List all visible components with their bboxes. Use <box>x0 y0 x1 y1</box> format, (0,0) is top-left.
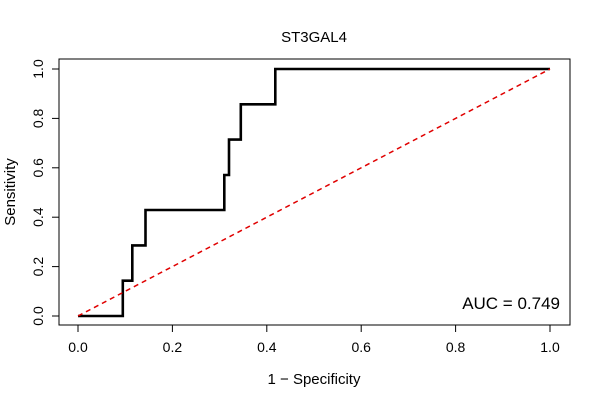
x-axis: 0.0 0.2 0.4 0.6 0.8 1.0 <box>68 324 560 355</box>
reference-diagonal-line <box>77 68 551 317</box>
x-tick-label: 0.6 <box>351 339 371 355</box>
y-tick-label: 0.6 <box>30 158 46 178</box>
x-tick-label: 1.0 <box>540 339 560 355</box>
y-tick-label: 0.2 <box>30 257 46 277</box>
auc-annotation: AUC = 0.749 <box>462 294 560 313</box>
x-axis-title: 1 − Specificity <box>268 371 361 388</box>
x-tick-label: 0.2 <box>163 339 183 355</box>
x-tick-label: 0.8 <box>446 339 466 355</box>
y-axis-title: Sensitivity <box>2 158 19 226</box>
roc-curve-line <box>78 67 550 318</box>
y-axis: 0.0 0.2 0.4 0.6 0.8 1.0 <box>30 59 60 326</box>
y-tick-label: 1.0 <box>30 59 46 79</box>
x-tick-label: 0.4 <box>257 339 277 355</box>
chart-title: ST3GAL4 <box>281 29 347 46</box>
plot-area <box>77 67 551 318</box>
x-tick-label: 0.0 <box>68 339 88 355</box>
y-tick-label: 0.8 <box>30 108 46 128</box>
y-tick-label: 0.0 <box>30 306 46 326</box>
y-tick-label: 0.4 <box>30 207 46 227</box>
